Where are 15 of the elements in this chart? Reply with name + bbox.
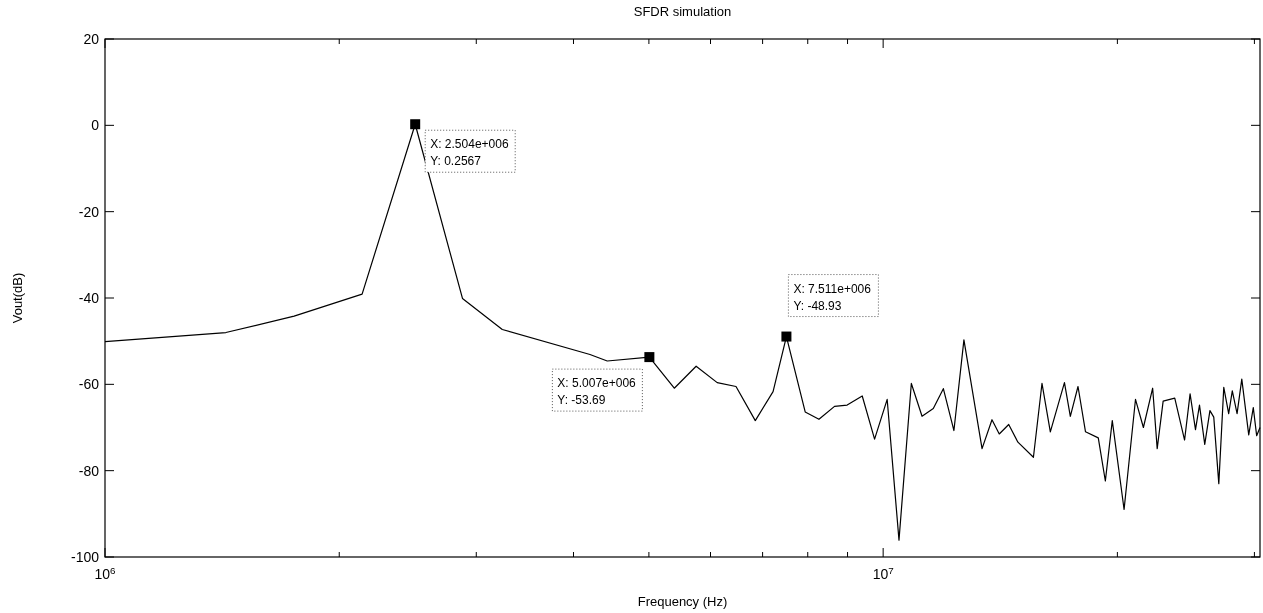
x-tick-label: 10$^{6}$ <box>94 564 117 582</box>
y-tick-label: -80 <box>78 462 100 479</box>
y-axis-title: Vout(dB) <box>10 272 25 324</box>
annotation: X: 5.007e+006 Y: -53.69 <box>557 376 637 408</box>
y-tick-label: -100 <box>70 549 100 565</box>
x-axis-title: Frequency (Hz) <box>637 594 728 609</box>
y-tick-label: 20 <box>83 31 100 47</box>
annotation: X: 7.511e+006 Y: -48.93 <box>793 281 872 313</box>
annotation: X: 2.504e+006 Y: 0.2567 <box>430 137 509 169</box>
y-tick-label: -20 <box>78 203 100 220</box>
y-tick-label: -40 <box>78 290 100 306</box>
x-tick-label: 10$^{7}$ <box>872 564 894 582</box>
y-tick-label: 0 <box>91 117 100 134</box>
y-tick-label: -60 <box>78 376 100 393</box>
chart-title: SFDR simulation <box>633 4 732 19</box>
